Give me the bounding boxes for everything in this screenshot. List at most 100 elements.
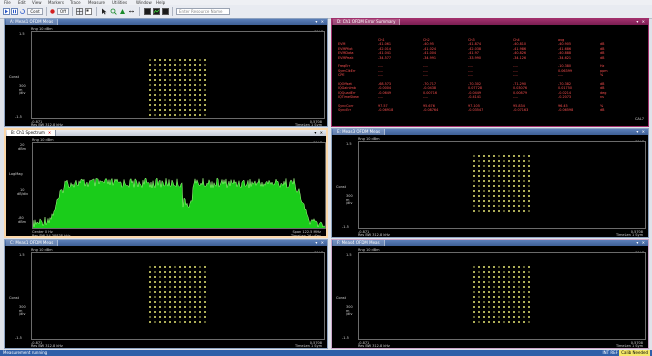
sweep-mode-select[interactable]: Cont — [27, 8, 43, 15]
pane-d-error-summary[interactable]: D: Ch1 OFDM Error Summary ▾ ✕ Ch1 Ch2 Ch3 C… — [331, 18, 649, 127]
constellation-point — [174, 74, 176, 76]
menu-help[interactable]: Help — [156, 0, 166, 5]
constellation-point — [488, 155, 490, 157]
pane-e-constellation[interactable]: E: Meas3 OFDM Meas ▾ ✕ Rng 10 dBm CAL7 1… — [331, 128, 649, 238]
constellation-point — [488, 185, 490, 187]
pane-b-tab[interactable]: B: Ch1 Spectrum ✕ — [7, 130, 57, 136]
marker-tool-icon[interactable] — [119, 8, 126, 15]
summary-header-cell: Ch4 — [513, 38, 520, 42]
play-pause-icon[interactable] — [3, 8, 10, 15]
summary-cell: 0.00879 — [513, 90, 528, 95]
constellation-point — [493, 321, 495, 323]
pointer-icon[interactable] — [101, 8, 108, 15]
constellation-point — [204, 291, 206, 293]
constellation-point — [518, 281, 520, 283]
pane-window-controls[interactable]: ▾ ✕ — [636, 129, 646, 134]
constellation-point — [184, 271, 186, 273]
constellation-point — [179, 321, 181, 323]
close-tab-icon[interactable]: ✕ — [47, 130, 52, 135]
constellation-point — [478, 281, 480, 283]
pane-d-tab[interactable]: D: Ch1 OFDM Error Summary — [333, 19, 401, 25]
menu-edit[interactable]: Edit — [18, 0, 26, 5]
pane-window-controls[interactable]: ▾ ✕ — [636, 240, 646, 245]
pane-f-tab[interactable]: F: Meas4 OFDM Meas — [333, 240, 385, 246]
menu-markers[interactable]: Markers — [48, 0, 64, 5]
constellation-point — [493, 155, 495, 157]
constellation-point — [159, 286, 161, 288]
constellation-point — [164, 311, 166, 313]
record-icon[interactable] — [49, 8, 56, 15]
constellation-point — [179, 291, 181, 293]
summary-cell: IQOffset — [338, 82, 352, 86]
constellation-point — [194, 311, 196, 313]
grid-layout-icon[interactable] — [76, 8, 83, 15]
pane-window-controls[interactable]: ▾ ✕ — [315, 19, 325, 24]
constellation-point — [528, 316, 530, 318]
constellation-point — [189, 64, 191, 66]
zoom-icon[interactable] — [110, 8, 117, 15]
pane-a-tab[interactable]: A: Meas1 OFDM Meas — [6, 19, 59, 25]
constellation-point — [179, 104, 181, 106]
constellation-point — [194, 104, 196, 106]
pane-f-constellation[interactable]: F: Meas4 OFDM Meas ▾ ✕ Rng 10 dBm CAL7 1… — [331, 239, 649, 349]
input-mode-button[interactable]: Off — [57, 8, 69, 15]
constellation-point — [149, 109, 151, 111]
constellation-point — [194, 79, 196, 81]
constellation-point — [513, 165, 515, 167]
constellation-point — [518, 311, 520, 313]
constellation-point — [488, 271, 490, 273]
constellation-point — [159, 74, 161, 76]
constellation-point — [149, 64, 151, 66]
constellation-point — [199, 296, 201, 298]
autoscale-icon[interactable] — [128, 8, 135, 15]
menu-measure[interactable]: Measure — [88, 0, 105, 5]
constellation-point — [159, 69, 161, 71]
menu-utilities[interactable]: Utilities — [112, 0, 128, 5]
pane-a-foot-right: TimeLen 1 Sym — [295, 123, 322, 127]
constellation-point — [503, 185, 505, 187]
pane-b-spectrum[interactable]: B: Ch1 Spectrum✕ ▾ ✕ Rng 10 dBm CAL7 20 … — [4, 128, 328, 238]
constellation-point — [488, 180, 490, 182]
constellation-point — [518, 190, 520, 192]
display-trace-icon[interactable] — [153, 8, 160, 15]
constellation-point — [184, 109, 186, 111]
pane-c-constellation[interactable]: C: Meas1 OFDM Meas ▾ ✕ Rng 10 dBm CAL7 1… — [4, 239, 328, 349]
constellation-point — [523, 311, 525, 313]
constellation-point — [528, 271, 530, 273]
pane-window-controls[interactable]: ▾ ✕ — [314, 130, 324, 135]
constellation-point — [199, 109, 201, 111]
constellation-point — [204, 94, 206, 96]
summary-cell: ---- — [378, 73, 383, 78]
constellation-point — [154, 59, 156, 61]
constellation-point — [199, 114, 201, 116]
constellation-point — [154, 321, 156, 323]
restart-icon[interactable] — [19, 8, 26, 15]
constellation-point — [154, 89, 156, 91]
constellation-point — [493, 195, 495, 197]
menu-trace[interactable]: Trace — [70, 0, 81, 5]
menu-view[interactable]: View — [32, 0, 42, 5]
pane-window-controls[interactable]: ▾ ✕ — [636, 19, 646, 24]
pane-c-tab[interactable]: C: Meas1 OFDM Meas — [6, 240, 59, 246]
constellation-point — [164, 286, 166, 288]
resource-name-field[interactable]: Enter Resource Name — [176, 8, 230, 15]
constellation-point — [204, 281, 206, 283]
constellation-point — [184, 286, 186, 288]
display-grid-icon[interactable] — [162, 8, 169, 15]
constellation-point — [199, 291, 201, 293]
display-dark-icon[interactable] — [144, 8, 151, 15]
pane-a-constellation[interactable]: A: Meas1 OFDM Meas ▾ ✕ Rng 10 dBm CAL7 1… — [4, 18, 328, 127]
tile-windows-icon[interactable] — [85, 8, 92, 15]
pane-e-tab[interactable]: E: Meas3 OFDM Meas — [333, 129, 386, 135]
menu-file[interactable]: File — [4, 0, 11, 5]
constellation-point — [518, 286, 520, 288]
pane-window-controls[interactable]: ▾ ✕ — [315, 240, 325, 245]
constellation-point — [498, 301, 500, 303]
constellation-point — [473, 190, 475, 192]
constellation-point — [159, 301, 161, 303]
menu-window[interactable]: Window — [136, 0, 152, 5]
pane-b-rbw: Res BW 54.38838 kHz — [32, 234, 71, 238]
pause-icon[interactable] — [11, 8, 18, 15]
summary-cell: dB — [600, 55, 605, 60]
constellation-point — [528, 205, 530, 207]
